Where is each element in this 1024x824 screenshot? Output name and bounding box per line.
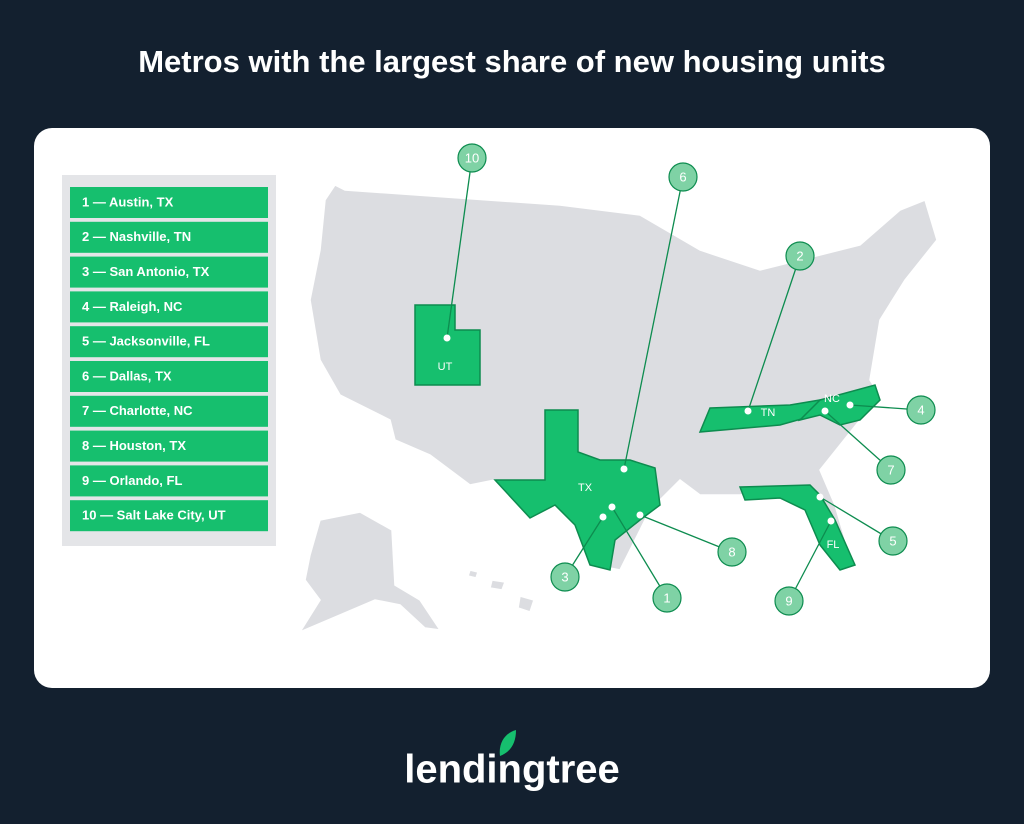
city-dot <box>827 517 835 525</box>
callout-line <box>623 176 684 470</box>
city-dot <box>816 493 824 501</box>
texas <box>493 409 661 571</box>
callout-line <box>611 506 668 599</box>
city-dot <box>636 511 644 519</box>
legend-row <box>70 395 268 427</box>
city-dot <box>608 503 616 511</box>
callout-line <box>747 255 801 412</box>
legend-item: 3 — San Antonio, TX <box>82 264 210 279</box>
city-dot <box>846 401 854 409</box>
legend-row <box>70 291 268 323</box>
logo: lendingtree <box>404 730 620 792</box>
callout-circle <box>668 162 698 192</box>
callout-circle <box>878 526 908 556</box>
callout-circle <box>906 395 936 425</box>
callout-circle <box>785 241 815 271</box>
state-label: FL <box>827 539 840 551</box>
callout-label: 8 <box>728 544 735 559</box>
state-label: TN <box>761 407 776 419</box>
callout-circle <box>457 143 487 173</box>
legend-item: 10 — Salt Lake City, UT <box>82 508 226 523</box>
callout-label: 6 <box>679 169 686 184</box>
callout-label: 9 <box>785 593 792 608</box>
map-labels: UT TX TN NC FL 1 2 3 4 5 6 7 8 9 10 <box>438 143 936 616</box>
callout-circle <box>774 586 804 616</box>
state-label: NC <box>824 393 840 405</box>
title: Metros with the largest share of new hou… <box>138 44 886 79</box>
callout-circle <box>717 537 747 567</box>
legend-item: 2 — Nashville, TN <box>82 229 191 244</box>
callout-label: 4 <box>917 402 924 417</box>
legend-item: 6 — Dallas, TX <box>82 368 172 383</box>
state-label: UT <box>438 361 453 373</box>
callout-circle <box>876 455 906 485</box>
north-carolina <box>797 384 881 426</box>
legend-item: 7 — Charlotte, NC <box>82 403 193 418</box>
legend-row <box>70 361 268 392</box>
callout-line <box>446 157 473 339</box>
callout-line <box>824 410 892 471</box>
city-dot <box>620 465 628 473</box>
legend-row <box>70 187 268 218</box>
callout-label: 2 <box>796 248 803 263</box>
legend-item: 9 — Orlando, FL <box>82 473 182 488</box>
city-dot <box>599 513 607 521</box>
callout-label: 3 <box>561 569 568 584</box>
legend-row <box>70 221 268 253</box>
legend-row <box>70 465 268 497</box>
hawaii <box>517 595 535 613</box>
callout-label: 10 <box>465 150 479 165</box>
legend: 1 — Austin, TX 2 — Nashville, TN 3 — San A… <box>70 187 268 532</box>
highlighted-states <box>414 304 881 571</box>
city-dot <box>821 407 829 415</box>
callout-line <box>788 520 832 602</box>
legend-row <box>70 430 268 462</box>
logo-leaf <box>499 730 516 756</box>
callout-circle <box>550 562 580 592</box>
callout-label: 7 <box>887 462 894 477</box>
hawaii <box>467 569 479 579</box>
legend-row <box>70 256 268 288</box>
callout-label: 1 <box>663 590 670 605</box>
legend-row <box>70 500 268 532</box>
hawaii <box>489 579 507 591</box>
alaska <box>298 511 442 634</box>
city-dot <box>744 407 752 415</box>
legend-row <box>70 326 268 358</box>
city-dot <box>443 334 451 342</box>
legend-item: 1 — Austin, TX <box>82 194 174 209</box>
utah <box>414 304 481 386</box>
callout-line <box>639 514 733 553</box>
callout-circle <box>652 583 682 613</box>
callout-label: 5 <box>889 533 896 548</box>
logo-text: lendingtree <box>404 748 620 792</box>
us-map <box>298 184 938 634</box>
legend-item: 8 — Houston, TX <box>82 438 186 453</box>
legend-item: 4 — Raleigh, NC <box>82 299 183 314</box>
legend-item: 5 — Jacksonville, FL <box>82 334 210 349</box>
florida <box>738 484 857 571</box>
state-label: TX <box>578 482 593 494</box>
